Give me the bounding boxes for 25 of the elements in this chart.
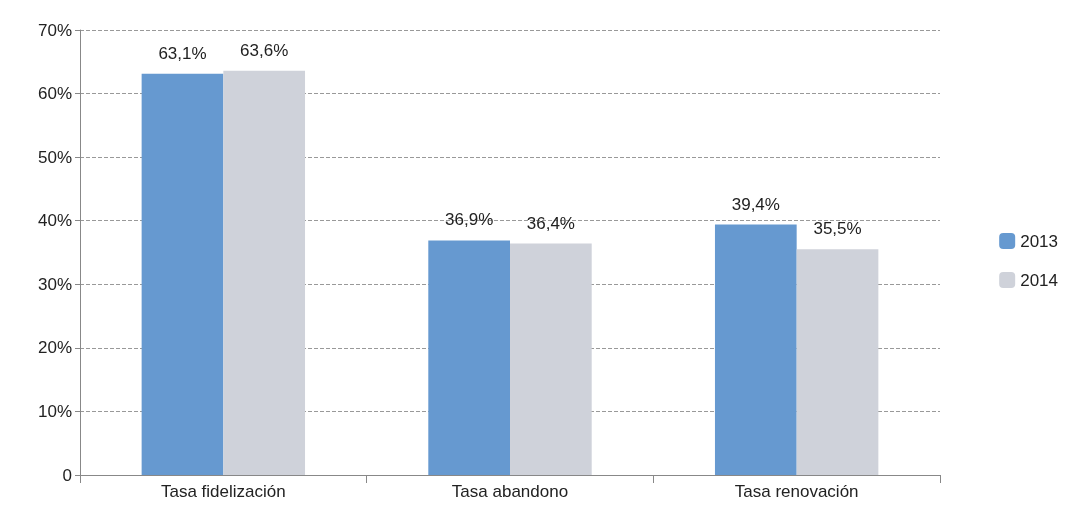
data-label: 63,6% <box>240 40 289 60</box>
bar <box>223 70 306 475</box>
y-tick-label: 60% <box>37 84 72 104</box>
bar <box>510 243 592 475</box>
data-label: 39,4% <box>731 194 780 214</box>
legend-label: 2014 <box>1020 270 1059 290</box>
y-tick-label: 10% <box>37 401 72 421</box>
bar <box>141 73 224 475</box>
bar <box>796 249 879 475</box>
bar <box>428 240 510 475</box>
data-label: 36,9% <box>445 210 494 230</box>
y-tick-label: 30% <box>37 274 72 294</box>
y-tick-label: 50% <box>37 147 72 167</box>
x-tick-label: Tasa fidelización <box>160 482 286 501</box>
x-tick-label: Tasa renovación <box>734 482 859 501</box>
bar <box>714 224 797 475</box>
x-tick-label: Tasa abandono <box>451 482 569 501</box>
y-tick-label: 40% <box>37 211 72 231</box>
legend-label: 2013 <box>1020 231 1059 251</box>
y-tick-label: 70% <box>37 20 72 40</box>
data-label: 36,4% <box>526 213 575 233</box>
data-label: 63,1% <box>158 43 207 63</box>
data-label: 35,5% <box>813 219 862 239</box>
y-tick-label: 0 <box>62 465 72 485</box>
y-tick-label: 20% <box>37 338 72 358</box>
